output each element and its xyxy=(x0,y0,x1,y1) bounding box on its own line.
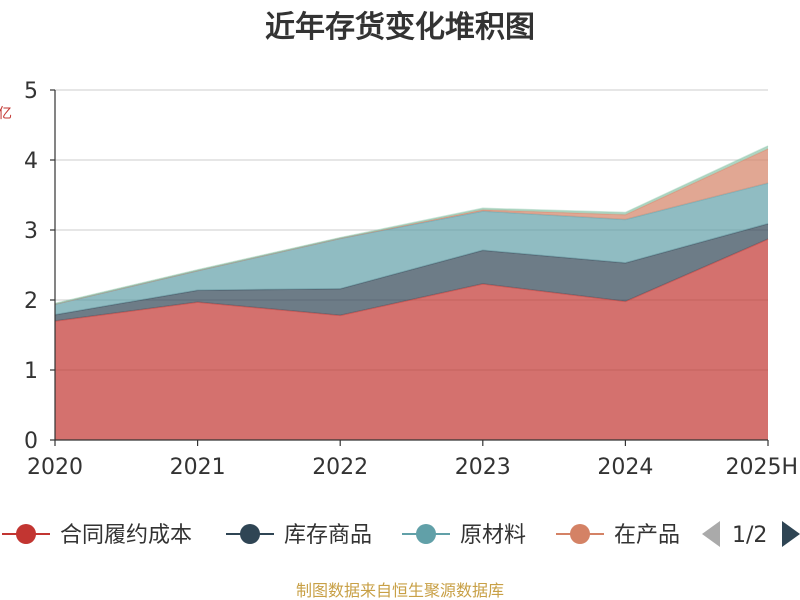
legend-label: 原材料 xyxy=(460,523,526,548)
x-tick-label: 2023 xyxy=(455,455,511,480)
series-line-4 xyxy=(54,145,769,305)
y-tick-label: 0 xyxy=(24,429,38,454)
x-tick-label: 2024 xyxy=(597,455,653,480)
x-tick-label: 2022 xyxy=(312,455,368,480)
legend-marker-icon xyxy=(570,524,590,544)
legend-page-indicator: 1/2 xyxy=(732,523,767,548)
legend-marker-icon xyxy=(416,524,436,544)
y-tick-label: 2 xyxy=(24,289,38,314)
area-series-2 xyxy=(55,183,768,315)
legend-item-contract-cost[interactable]: 合同履约成本 xyxy=(2,523,192,548)
triangle-right-icon[interactable] xyxy=(782,521,800,547)
source-note: 制图数据来自恒生聚源数据库 xyxy=(296,581,504,600)
legend-item-wip[interactable]: 在产品 xyxy=(556,523,680,548)
legend-marker-icon xyxy=(16,524,36,544)
area-series-1 xyxy=(55,223,768,321)
area-series-0 xyxy=(55,239,768,440)
legend-label: 合同履约成本 xyxy=(60,523,192,548)
y-tick-label: 1 xyxy=(24,359,38,384)
legend-item-raw-material[interactable]: 原材料 xyxy=(402,523,526,548)
legend-label: 库存商品 xyxy=(284,523,372,548)
triangle-left-icon[interactable] xyxy=(702,521,720,547)
y-tick-label: 5 xyxy=(24,79,38,104)
x-tick-label: 2021 xyxy=(170,455,226,480)
x-tick-label: 2025H xyxy=(725,455,798,480)
y-axis-unit-label: 亿 xyxy=(0,106,12,122)
x-tick-labels: 2020 2021 2022 2023 2024 2025H xyxy=(27,455,798,480)
y-tick-labels: 0 1 2 3 4 5 xyxy=(24,79,38,454)
axes xyxy=(50,89,769,446)
legend: 合同履约成本 库存商品 原材料 在产品 1/2 xyxy=(2,521,800,548)
chart-title: 近年存货变化堆积图 xyxy=(265,10,535,45)
y-tick-label: 4 xyxy=(24,149,38,174)
legend-item-inventory-goods[interactable]: 库存商品 xyxy=(226,523,372,548)
legend-label: 在产品 xyxy=(614,523,680,548)
y-tick-label: 3 xyxy=(24,219,38,244)
area-series xyxy=(54,145,769,440)
x-tick-label: 2020 xyxy=(27,455,83,480)
legend-marker-icon xyxy=(240,524,260,544)
